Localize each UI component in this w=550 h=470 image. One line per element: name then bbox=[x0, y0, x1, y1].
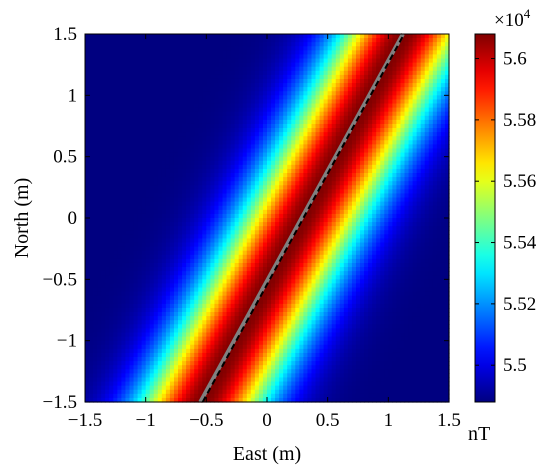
x-tick-label: −0.5 bbox=[189, 410, 223, 431]
colorbar bbox=[474, 33, 496, 403]
colorbar-tick-label: 5.56 bbox=[503, 171, 536, 192]
colorbar-multiplier-exponent: 4 bbox=[524, 6, 531, 21]
colorbar-tick-label: 5.5 bbox=[503, 355, 527, 376]
x-tick-label: 1 bbox=[384, 410, 394, 431]
colorbar-multiplier: ×104 bbox=[494, 6, 531, 31]
x-tick-label: −1.5 bbox=[68, 410, 102, 431]
overlay-lines bbox=[198, 33, 405, 403]
colorbar-tick-label: 5.52 bbox=[503, 294, 536, 315]
gray-line bbox=[198, 33, 405, 403]
y-tick-label: −1.5 bbox=[43, 392, 77, 413]
colorbar-ticks: 5.5 5.52 5.54 5.56 5.58 5.6 bbox=[475, 49, 537, 376]
x-axis-ticks: −1.5 −1 −0.5 0 0.5 1 1.5 bbox=[68, 34, 461, 431]
x-tick-label: −1 bbox=[136, 410, 156, 431]
y-tick-label: −0.5 bbox=[43, 269, 77, 290]
y-tick-label: 1.5 bbox=[53, 24, 77, 45]
y-tick-label: 1 bbox=[68, 85, 78, 106]
y-axis-label: North (m) bbox=[11, 178, 33, 259]
colorbar-tick-label: 5.58 bbox=[503, 110, 536, 131]
y-tick-label: 0 bbox=[68, 208, 78, 229]
heatmap-plot bbox=[85, 34, 450, 403]
x-tick-label: 0.5 bbox=[316, 410, 340, 431]
x-axis-label: East (m) bbox=[233, 443, 301, 465]
colorbar-tick-label: 5.54 bbox=[503, 233, 537, 254]
y-tick-label: −1 bbox=[57, 331, 77, 352]
colorbar-multiplier-base: ×10 bbox=[494, 10, 524, 31]
x-tick-label: 0 bbox=[262, 410, 272, 431]
y-tick-label: 0.5 bbox=[53, 147, 77, 168]
y-axis-ticks: −1.5 −1 −0.5 0 0.5 1 1.5 bbox=[43, 24, 449, 413]
colorbar-tick-label: 5.6 bbox=[503, 49, 527, 70]
colorbar-label: nT bbox=[468, 423, 490, 445]
x-tick-label: 1.5 bbox=[437, 410, 461, 431]
